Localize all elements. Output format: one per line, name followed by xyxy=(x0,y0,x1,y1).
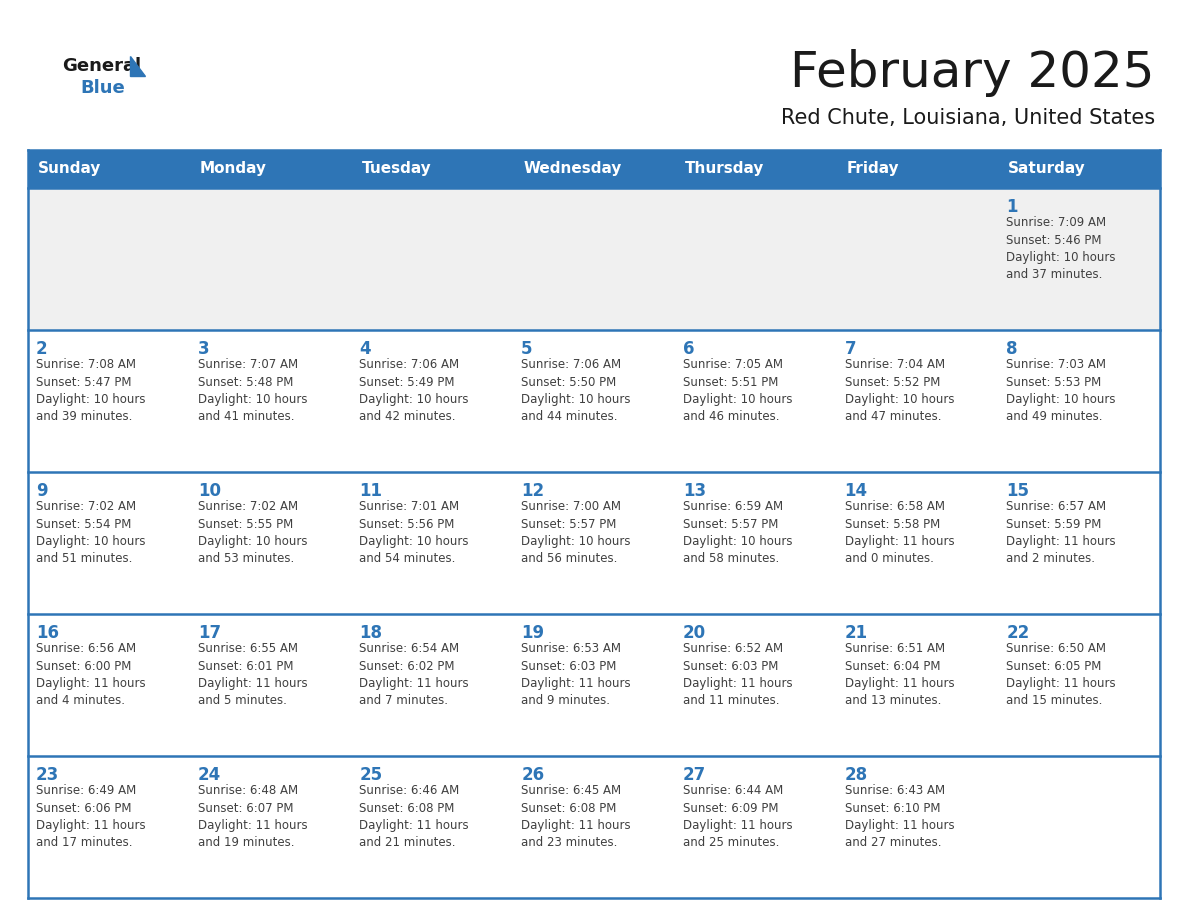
Bar xyxy=(29,188,1159,330)
Text: Sunrise: 6:54 AM
Sunset: 6:02 PM
Daylight: 11 hours
and 7 minutes.: Sunrise: 6:54 AM Sunset: 6:02 PM Dayligh… xyxy=(360,642,469,708)
Text: 25: 25 xyxy=(360,766,383,784)
Text: 11: 11 xyxy=(360,482,383,500)
Bar xyxy=(29,330,1159,472)
Bar xyxy=(29,756,1159,898)
Text: Sunrise: 7:06 AM
Sunset: 5:49 PM
Daylight: 10 hours
and 42 minutes.: Sunrise: 7:06 AM Sunset: 5:49 PM Dayligh… xyxy=(360,358,469,423)
Text: 5: 5 xyxy=(522,340,532,358)
Text: Sunrise: 6:49 AM
Sunset: 6:06 PM
Daylight: 11 hours
and 17 minutes.: Sunrise: 6:49 AM Sunset: 6:06 PM Dayligh… xyxy=(36,784,146,849)
Text: Sunrise: 7:04 AM
Sunset: 5:52 PM
Daylight: 10 hours
and 47 minutes.: Sunrise: 7:04 AM Sunset: 5:52 PM Dayligh… xyxy=(845,358,954,423)
Polygon shape xyxy=(129,56,145,76)
Text: Sunrise: 7:02 AM
Sunset: 5:55 PM
Daylight: 10 hours
and 53 minutes.: Sunrise: 7:02 AM Sunset: 5:55 PM Dayligh… xyxy=(197,500,308,565)
Text: 2: 2 xyxy=(36,340,48,358)
Text: Sunrise: 7:07 AM
Sunset: 5:48 PM
Daylight: 10 hours
and 41 minutes.: Sunrise: 7:07 AM Sunset: 5:48 PM Dayligh… xyxy=(197,358,308,423)
Text: Sunrise: 6:58 AM
Sunset: 5:58 PM
Daylight: 11 hours
and 0 minutes.: Sunrise: 6:58 AM Sunset: 5:58 PM Dayligh… xyxy=(845,500,954,565)
Text: 19: 19 xyxy=(522,624,544,642)
Text: 28: 28 xyxy=(845,766,867,784)
Text: 16: 16 xyxy=(36,624,59,642)
Text: 14: 14 xyxy=(845,482,867,500)
Text: 7: 7 xyxy=(845,340,857,358)
Text: 22: 22 xyxy=(1006,624,1030,642)
Text: Sunrise: 6:56 AM
Sunset: 6:00 PM
Daylight: 11 hours
and 4 minutes.: Sunrise: 6:56 AM Sunset: 6:00 PM Dayligh… xyxy=(36,642,146,708)
Text: Monday: Monday xyxy=(200,162,267,176)
Text: Sunday: Sunday xyxy=(38,162,101,176)
Text: 24: 24 xyxy=(197,766,221,784)
Text: 27: 27 xyxy=(683,766,706,784)
Text: Sunrise: 6:48 AM
Sunset: 6:07 PM
Daylight: 11 hours
and 19 minutes.: Sunrise: 6:48 AM Sunset: 6:07 PM Dayligh… xyxy=(197,784,308,849)
Text: Sunrise: 6:59 AM
Sunset: 5:57 PM
Daylight: 10 hours
and 58 minutes.: Sunrise: 6:59 AM Sunset: 5:57 PM Dayligh… xyxy=(683,500,792,565)
Text: 15: 15 xyxy=(1006,482,1029,500)
Text: 9: 9 xyxy=(36,482,48,500)
Text: 6: 6 xyxy=(683,340,694,358)
Bar xyxy=(29,150,1159,188)
Text: Sunrise: 7:08 AM
Sunset: 5:47 PM
Daylight: 10 hours
and 39 minutes.: Sunrise: 7:08 AM Sunset: 5:47 PM Dayligh… xyxy=(36,358,145,423)
Text: Sunrise: 6:44 AM
Sunset: 6:09 PM
Daylight: 11 hours
and 25 minutes.: Sunrise: 6:44 AM Sunset: 6:09 PM Dayligh… xyxy=(683,784,792,849)
Text: Thursday: Thursday xyxy=(684,162,764,176)
Text: Sunrise: 7:05 AM
Sunset: 5:51 PM
Daylight: 10 hours
and 46 minutes.: Sunrise: 7:05 AM Sunset: 5:51 PM Dayligh… xyxy=(683,358,792,423)
Text: 12: 12 xyxy=(522,482,544,500)
Text: Sunrise: 6:51 AM
Sunset: 6:04 PM
Daylight: 11 hours
and 13 minutes.: Sunrise: 6:51 AM Sunset: 6:04 PM Dayligh… xyxy=(845,642,954,708)
Text: Sunrise: 7:09 AM
Sunset: 5:46 PM
Daylight: 10 hours
and 37 minutes.: Sunrise: 7:09 AM Sunset: 5:46 PM Dayligh… xyxy=(1006,216,1116,282)
Text: 23: 23 xyxy=(36,766,59,784)
Text: 1: 1 xyxy=(1006,198,1018,216)
Text: 21: 21 xyxy=(845,624,867,642)
Text: Sunrise: 6:52 AM
Sunset: 6:03 PM
Daylight: 11 hours
and 11 minutes.: Sunrise: 6:52 AM Sunset: 6:03 PM Dayligh… xyxy=(683,642,792,708)
Text: 26: 26 xyxy=(522,766,544,784)
Text: Friday: Friday xyxy=(847,162,899,176)
Bar xyxy=(29,472,1159,614)
Bar xyxy=(29,614,1159,756)
Text: General: General xyxy=(62,57,141,75)
Text: Blue: Blue xyxy=(80,79,125,97)
Text: Sunrise: 6:46 AM
Sunset: 6:08 PM
Daylight: 11 hours
and 21 minutes.: Sunrise: 6:46 AM Sunset: 6:08 PM Dayligh… xyxy=(360,784,469,849)
Text: Sunrise: 6:55 AM
Sunset: 6:01 PM
Daylight: 11 hours
and 5 minutes.: Sunrise: 6:55 AM Sunset: 6:01 PM Dayligh… xyxy=(197,642,308,708)
Text: 10: 10 xyxy=(197,482,221,500)
Text: Sunrise: 7:02 AM
Sunset: 5:54 PM
Daylight: 10 hours
and 51 minutes.: Sunrise: 7:02 AM Sunset: 5:54 PM Dayligh… xyxy=(36,500,145,565)
Text: 4: 4 xyxy=(360,340,371,358)
Text: Red Chute, Louisiana, United States: Red Chute, Louisiana, United States xyxy=(781,108,1155,128)
Text: 8: 8 xyxy=(1006,340,1018,358)
Text: 20: 20 xyxy=(683,624,706,642)
Text: Sunrise: 6:57 AM
Sunset: 5:59 PM
Daylight: 11 hours
and 2 minutes.: Sunrise: 6:57 AM Sunset: 5:59 PM Dayligh… xyxy=(1006,500,1116,565)
Text: Sunrise: 7:03 AM
Sunset: 5:53 PM
Daylight: 10 hours
and 49 minutes.: Sunrise: 7:03 AM Sunset: 5:53 PM Dayligh… xyxy=(1006,358,1116,423)
Text: Sunrise: 6:43 AM
Sunset: 6:10 PM
Daylight: 11 hours
and 27 minutes.: Sunrise: 6:43 AM Sunset: 6:10 PM Dayligh… xyxy=(845,784,954,849)
Text: Sunrise: 7:00 AM
Sunset: 5:57 PM
Daylight: 10 hours
and 56 minutes.: Sunrise: 7:00 AM Sunset: 5:57 PM Dayligh… xyxy=(522,500,631,565)
Text: Tuesday: Tuesday xyxy=(361,162,431,176)
Text: Sunrise: 6:45 AM
Sunset: 6:08 PM
Daylight: 11 hours
and 23 minutes.: Sunrise: 6:45 AM Sunset: 6:08 PM Dayligh… xyxy=(522,784,631,849)
Text: 13: 13 xyxy=(683,482,706,500)
Text: Sunrise: 7:06 AM
Sunset: 5:50 PM
Daylight: 10 hours
and 44 minutes.: Sunrise: 7:06 AM Sunset: 5:50 PM Dayligh… xyxy=(522,358,631,423)
Text: February 2025: February 2025 xyxy=(790,49,1155,97)
Text: Saturday: Saturday xyxy=(1009,162,1086,176)
Text: 18: 18 xyxy=(360,624,383,642)
Text: Wednesday: Wednesday xyxy=(523,162,621,176)
Text: Sunrise: 7:01 AM
Sunset: 5:56 PM
Daylight: 10 hours
and 54 minutes.: Sunrise: 7:01 AM Sunset: 5:56 PM Dayligh… xyxy=(360,500,469,565)
Text: 3: 3 xyxy=(197,340,209,358)
Text: 17: 17 xyxy=(197,624,221,642)
Text: Sunrise: 6:53 AM
Sunset: 6:03 PM
Daylight: 11 hours
and 9 minutes.: Sunrise: 6:53 AM Sunset: 6:03 PM Dayligh… xyxy=(522,642,631,708)
Text: Sunrise: 6:50 AM
Sunset: 6:05 PM
Daylight: 11 hours
and 15 minutes.: Sunrise: 6:50 AM Sunset: 6:05 PM Dayligh… xyxy=(1006,642,1116,708)
